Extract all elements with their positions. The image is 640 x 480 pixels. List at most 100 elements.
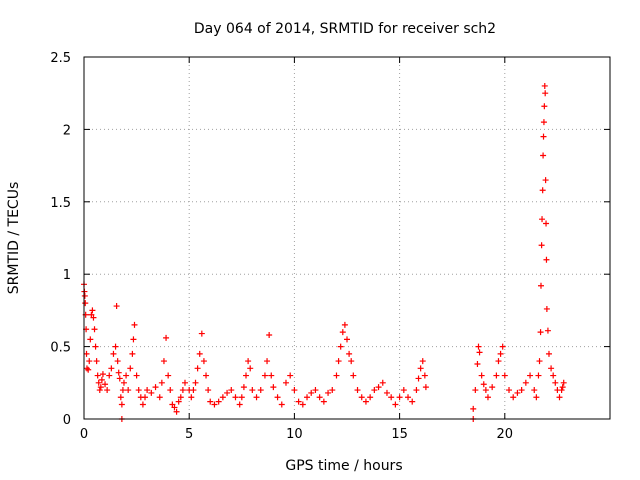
y-tick-label: 2 (63, 123, 71, 138)
data-point (240, 384, 247, 391)
y-axis-title: SRMTID / TECUs (6, 182, 22, 295)
data-point (367, 394, 374, 401)
data-point (135, 387, 142, 394)
data-point (419, 358, 426, 365)
data-point (478, 372, 485, 379)
data-point (188, 394, 195, 401)
data-point (282, 379, 289, 386)
data-point (144, 387, 151, 394)
data-point (158, 379, 165, 386)
data-point (89, 307, 96, 314)
data-point (127, 365, 134, 372)
data-point (245, 358, 252, 365)
data-point (539, 187, 546, 194)
data-point (493, 372, 500, 379)
x-tick-label: 0 (80, 427, 88, 442)
data-point (110, 350, 117, 357)
data-point (194, 365, 201, 372)
data-point (83, 350, 90, 357)
data-point (354, 387, 361, 394)
data-point (243, 372, 250, 379)
data-point (81, 292, 88, 299)
grid-lines (84, 57, 610, 419)
data-point (501, 372, 508, 379)
data-point (97, 384, 104, 391)
data-point (264, 358, 271, 365)
data-point (506, 387, 513, 394)
data-point (542, 177, 549, 184)
data-point (383, 389, 390, 396)
data-point (167, 387, 174, 394)
data-point (274, 394, 281, 401)
data-point (379, 379, 386, 386)
data-point (120, 379, 127, 386)
data-point (291, 387, 298, 394)
data-point (329, 387, 336, 394)
data-point (421, 372, 428, 379)
data-point (556, 394, 563, 401)
data-point (510, 394, 517, 401)
data-point (165, 372, 172, 379)
plot-border (83, 56, 611, 420)
data-point (119, 387, 126, 394)
x-tick-label: 10 (286, 427, 303, 442)
x-axis-title: GPS time / hours (285, 458, 402, 474)
data-point (475, 343, 482, 350)
data-point (95, 379, 102, 386)
data-point (130, 336, 137, 343)
data-point (350, 372, 357, 379)
data-point (415, 375, 422, 382)
data-point (405, 394, 412, 401)
data-point (543, 305, 550, 312)
data-point (117, 394, 124, 401)
data-point (85, 366, 92, 373)
data-point (156, 394, 163, 401)
data-point (104, 387, 111, 394)
data-point (312, 387, 319, 394)
data-point (542, 90, 549, 97)
data-point (375, 384, 382, 391)
data-point (98, 376, 105, 383)
data-point (116, 375, 123, 382)
data-point (270, 384, 277, 391)
data-point (333, 372, 340, 379)
data-point (148, 389, 155, 396)
data-point (108, 365, 115, 372)
data-point (82, 300, 89, 307)
y-tick-label: 2.5 (50, 51, 71, 66)
data-points (81, 82, 567, 422)
data-point (537, 329, 544, 336)
data-point (422, 384, 429, 391)
data-point (535, 372, 542, 379)
data-point (527, 372, 534, 379)
data-point (497, 350, 504, 357)
data-point (339, 329, 346, 336)
data-point (558, 387, 565, 394)
data-point (544, 327, 551, 334)
data-point (94, 372, 101, 379)
data-point (115, 369, 122, 376)
data-point (371, 387, 378, 394)
data-point (190, 387, 197, 394)
data-point (550, 372, 557, 379)
data-point (171, 404, 178, 411)
axis-ticks: 0 5 10 15 20 0 0.5 1 1.5 2 2.5 (50, 51, 610, 442)
data-point (540, 133, 547, 140)
data-point (249, 387, 256, 394)
data-point (348, 358, 355, 365)
data-point (304, 394, 311, 401)
data-point (278, 401, 285, 408)
data-point (536, 358, 543, 365)
data-point (106, 372, 113, 379)
data-point (489, 384, 496, 391)
data-point (543, 220, 550, 227)
data-point (362, 398, 369, 405)
data-point (548, 365, 555, 372)
plot-frame (83, 56, 611, 420)
data-point (224, 389, 231, 396)
data-point (215, 398, 222, 405)
data-point (325, 389, 332, 396)
data-point (93, 358, 100, 365)
data-point (232, 394, 239, 401)
data-point (476, 349, 483, 356)
